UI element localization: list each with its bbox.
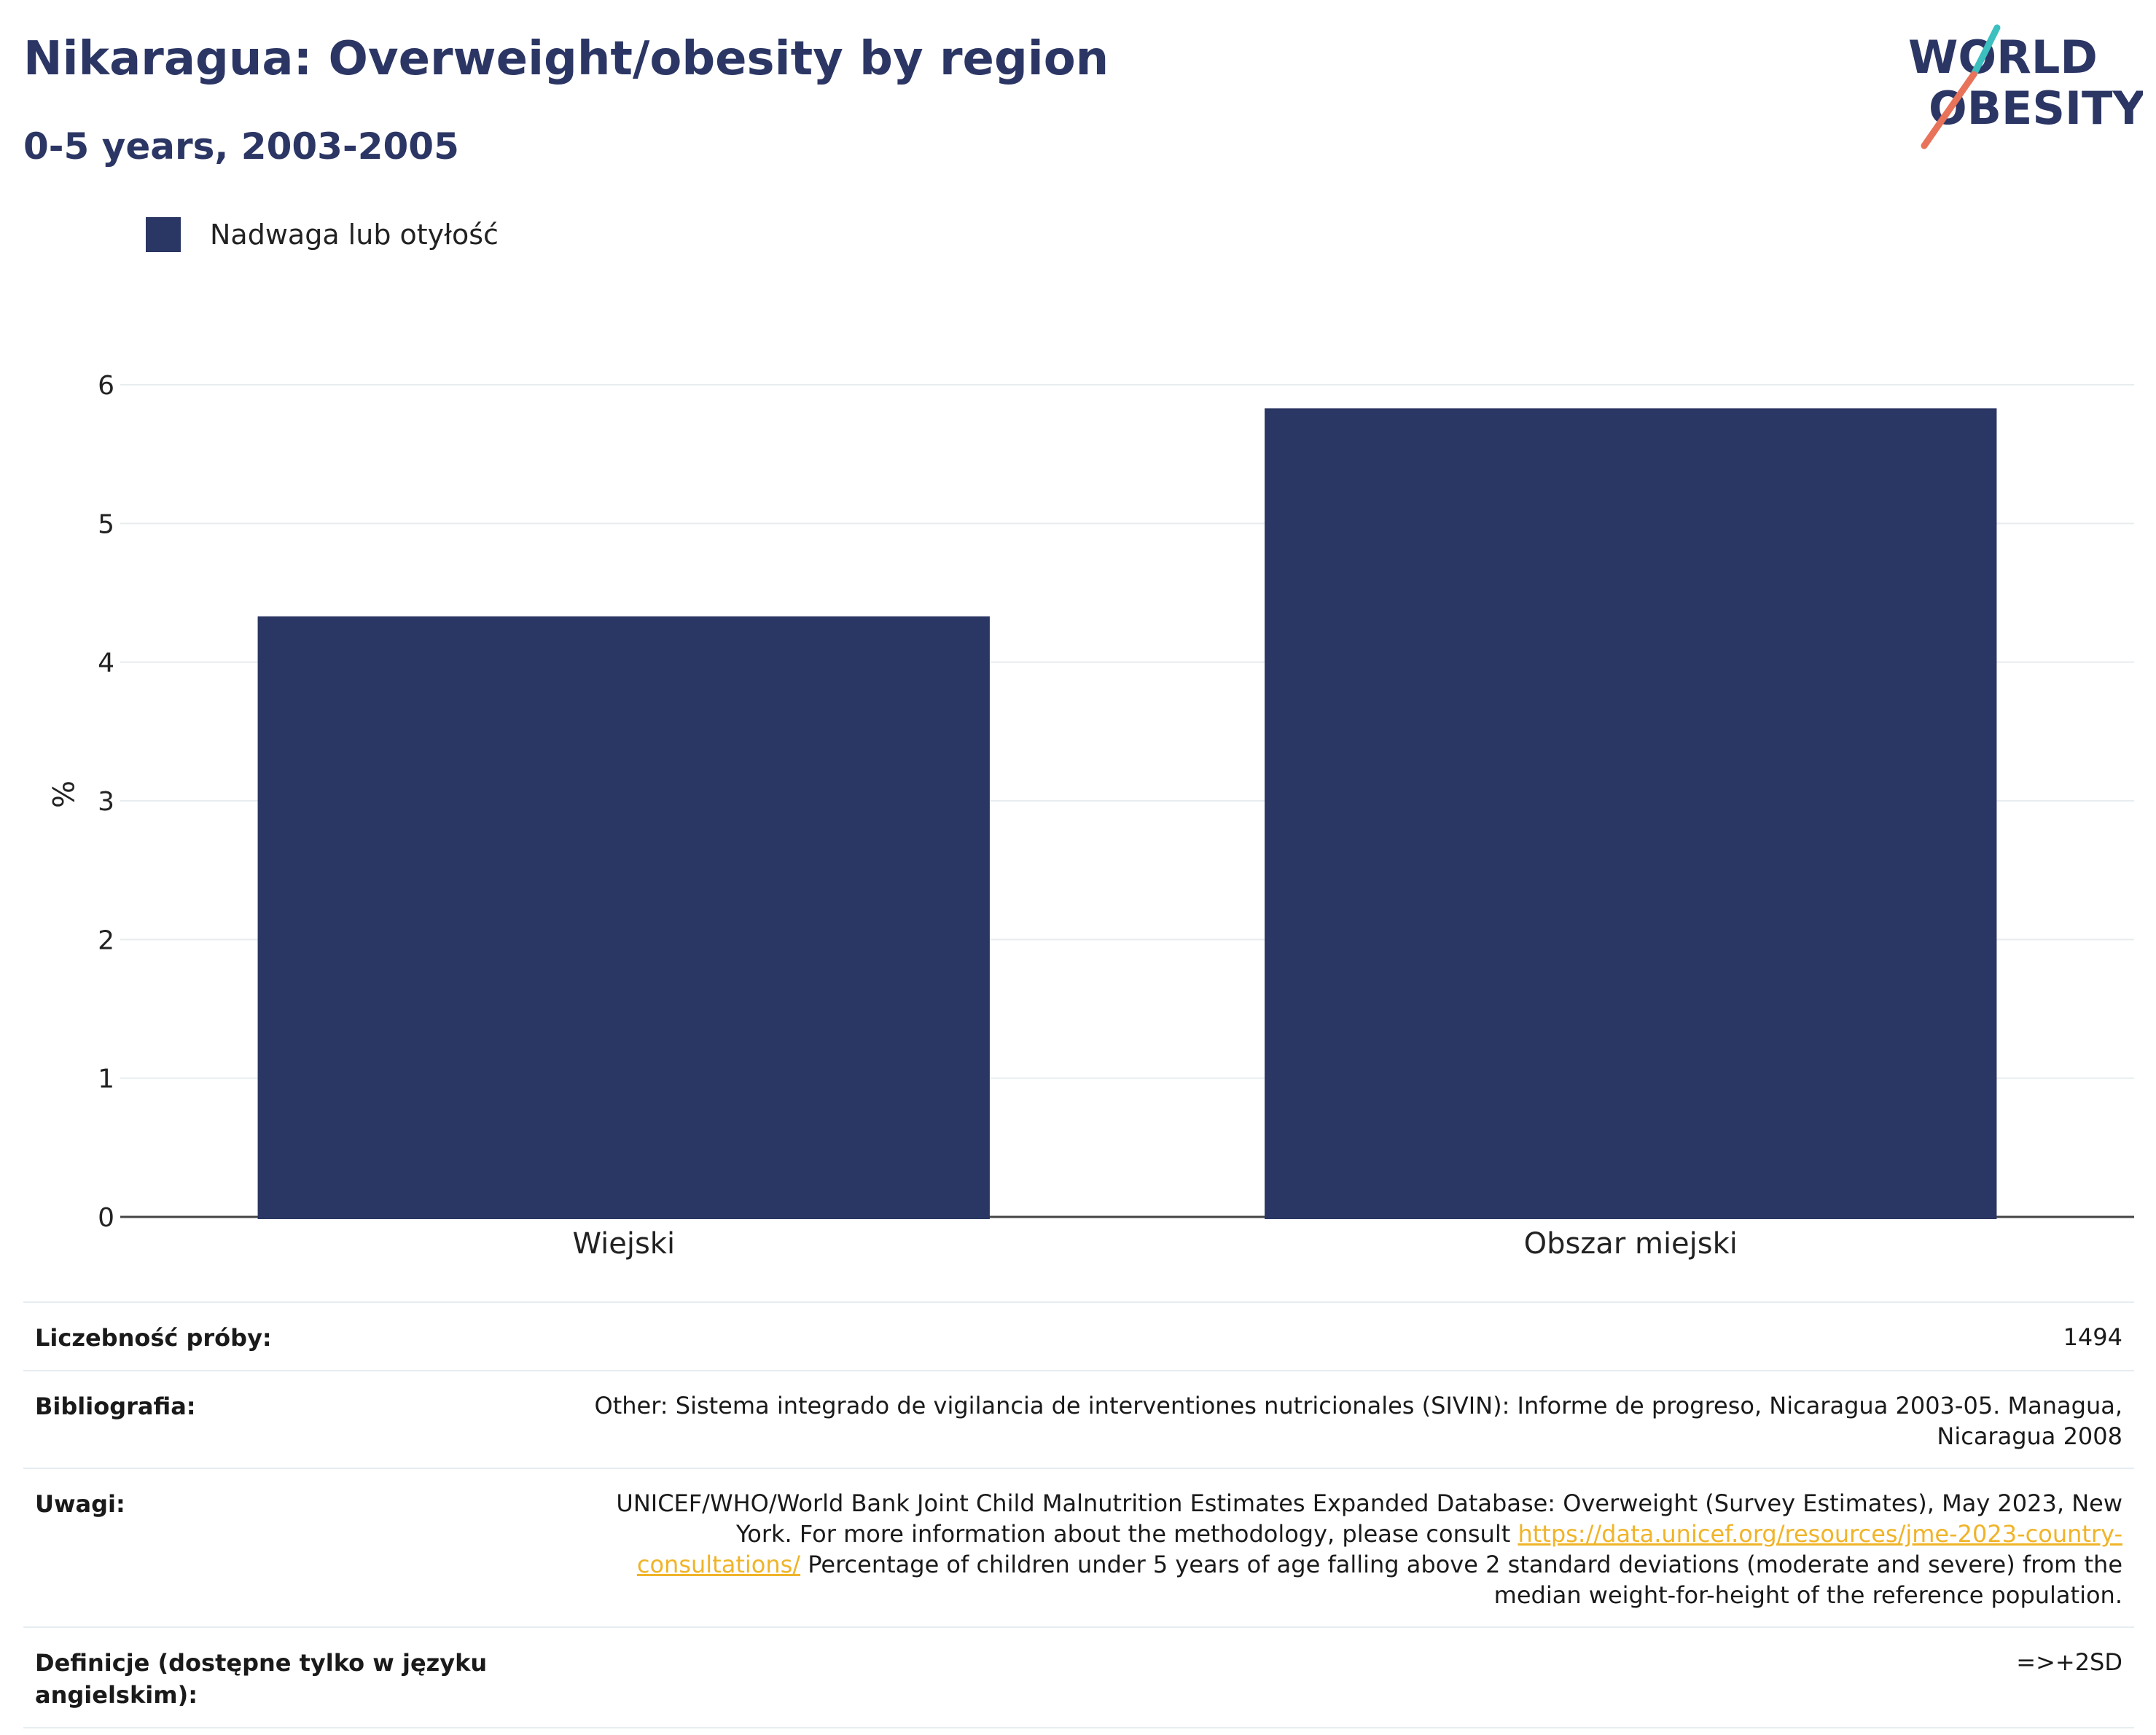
info-row-sample: Liczebność próby: 1494 [23, 1303, 2134, 1371]
chart-subtitle: 0-5 years, 2003-2005 [23, 125, 459, 168]
info-row-notes: Uwagi: UNICEF/WHO/World Bank Joint Child… [23, 1469, 2134, 1628]
x-category-label: Wiejski [572, 1227, 675, 1261]
info-row-bibliography: Bibliografia: Other: Sistema integrado d… [23, 1371, 2134, 1469]
bars-layer [257, 408, 1997, 1219]
sample-size-label: Liczebność próby: [35, 1324, 272, 1352]
bibliography-label: Bibliografia: [35, 1393, 196, 1420]
sample-size-value: 1494 [2063, 1323, 2122, 1351]
y-tick-label: 0 [98, 1203, 114, 1233]
y-tick-label: 2 [98, 925, 114, 955]
notes-text-2: Percentage of children under 5 years of … [800, 1551, 2122, 1609]
info-table: Liczebność próby: 1494 Bibliografia: Oth… [23, 1301, 2134, 1728]
y-tick-label: 1 [98, 1065, 114, 1094]
x-category-label: Obszar miejski [1524, 1227, 1738, 1261]
bar[interactable] [257, 616, 990, 1219]
y-tick-label: 4 [98, 649, 114, 678]
world-obesity-logo: WORLD OBESITY [1908, 24, 2143, 149]
logo-word-world: WORLD [1908, 31, 2098, 84]
methodology-link[interactable]: https://data.unicef.org/resources/jme-20… [636, 1520, 2122, 1578]
y-tick-label: 3 [98, 787, 114, 817]
legend[interactable]: Nadwaga lub otyłość [146, 217, 499, 252]
notes-value: UNICEF/WHO/World Bank Joint Child Malnut… [592, 1488, 2122, 1610]
notes-text-1: UNICEF/WHO/World Bank Joint Child Malnut… [616, 1489, 2122, 1548]
y-axis-title: % [45, 780, 79, 808]
logo-slash-teal [1970, 24, 2001, 78]
bar-chart: 0 1 2 3 4 5 6 Wiejski Obszar miejski % [45, 371, 2134, 1261]
logo-slash-coral [1921, 71, 1977, 149]
bar[interactable] [1265, 408, 1997, 1219]
definitions-value: =>+2SD [2016, 1648, 2122, 1676]
notes-label: Uwagi: [35, 1490, 125, 1518]
y-tick-label: 6 [98, 371, 114, 401]
legend-label: Nadwaga lub otyłość [210, 219, 499, 251]
chart-title: Nikaragua: Overweight/obesity by region [23, 32, 1109, 86]
x-category-labels: Wiejski Obszar miejski [572, 1227, 1737, 1261]
y-tick-labels: 0 1 2 3 4 5 6 [98, 371, 114, 1233]
bibliography-value: Other: Sistema integrado de vigilancia d… [594, 1392, 2123, 1450]
definitions-label: Definicje (dostępne tylko w języku angie… [35, 1649, 488, 1709]
y-tick-label: 5 [98, 509, 114, 539]
legend-swatch [146, 217, 181, 252]
info-row-definitions: Definicje (dostępne tylko w języku angie… [23, 1628, 2134, 1728]
